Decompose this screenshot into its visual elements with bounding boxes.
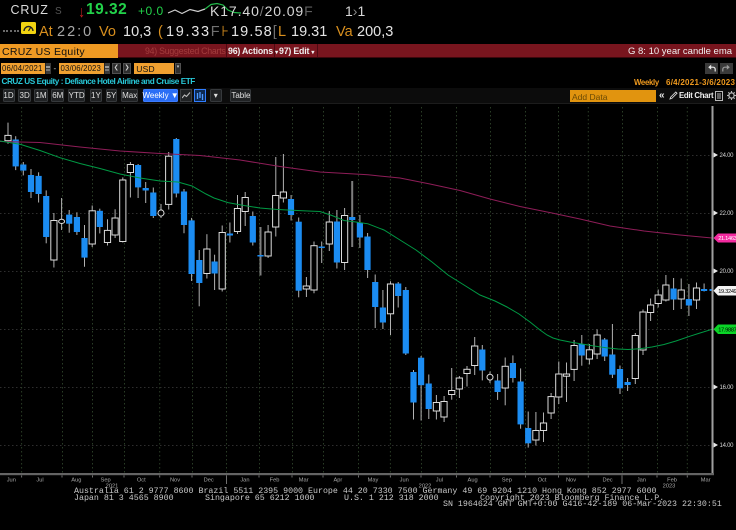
svg-text:Dec: Dec xyxy=(204,478,214,484)
svg-text:Mar: Mar xyxy=(299,478,309,484)
svg-text:Sep: Sep xyxy=(101,478,111,484)
svg-text:Jul: Jul xyxy=(36,478,43,484)
svg-text:17.9887: 17.9887 xyxy=(718,327,736,333)
svg-text:14.00: 14.00 xyxy=(720,443,735,449)
svg-text:24.00: 24.00 xyxy=(720,153,735,159)
svg-text:Oct: Oct xyxy=(538,478,547,484)
svg-text:Sep: Sep xyxy=(502,478,512,484)
svg-text:Jan: Jan xyxy=(637,478,646,484)
svg-text:Jun: Jun xyxy=(7,478,16,484)
svg-text:Apr: Apr xyxy=(333,478,342,484)
svg-text:Jan: Jan xyxy=(240,478,249,484)
svg-text:21.1463: 21.1463 xyxy=(718,236,736,242)
svg-text:May: May xyxy=(368,478,379,484)
svg-text:Dec: Dec xyxy=(603,478,613,484)
svg-text:22.00: 22.00 xyxy=(720,211,735,217)
svg-text:Jul: Jul xyxy=(436,478,443,484)
svg-text:Aug: Aug xyxy=(468,478,478,484)
svg-text:20.00: 20.00 xyxy=(720,269,735,275)
svg-text:2022: 2022 xyxy=(419,484,432,490)
svg-text:2021: 2021 xyxy=(106,484,119,490)
svg-text:Nov: Nov xyxy=(566,478,576,484)
svg-text:Feb: Feb xyxy=(667,478,677,484)
svg-text:Nov: Nov xyxy=(170,478,180,484)
svg-text:Aug: Aug xyxy=(71,478,81,484)
svg-text:Feb: Feb xyxy=(270,478,280,484)
svg-text:16.00: 16.00 xyxy=(720,385,735,391)
svg-text:Oct: Oct xyxy=(137,478,146,484)
svg-text:19.3249: 19.3249 xyxy=(718,289,736,295)
svg-text:Jun: Jun xyxy=(400,478,409,484)
svg-text:2023: 2023 xyxy=(663,484,676,490)
svg-text:Mar: Mar xyxy=(701,478,711,484)
